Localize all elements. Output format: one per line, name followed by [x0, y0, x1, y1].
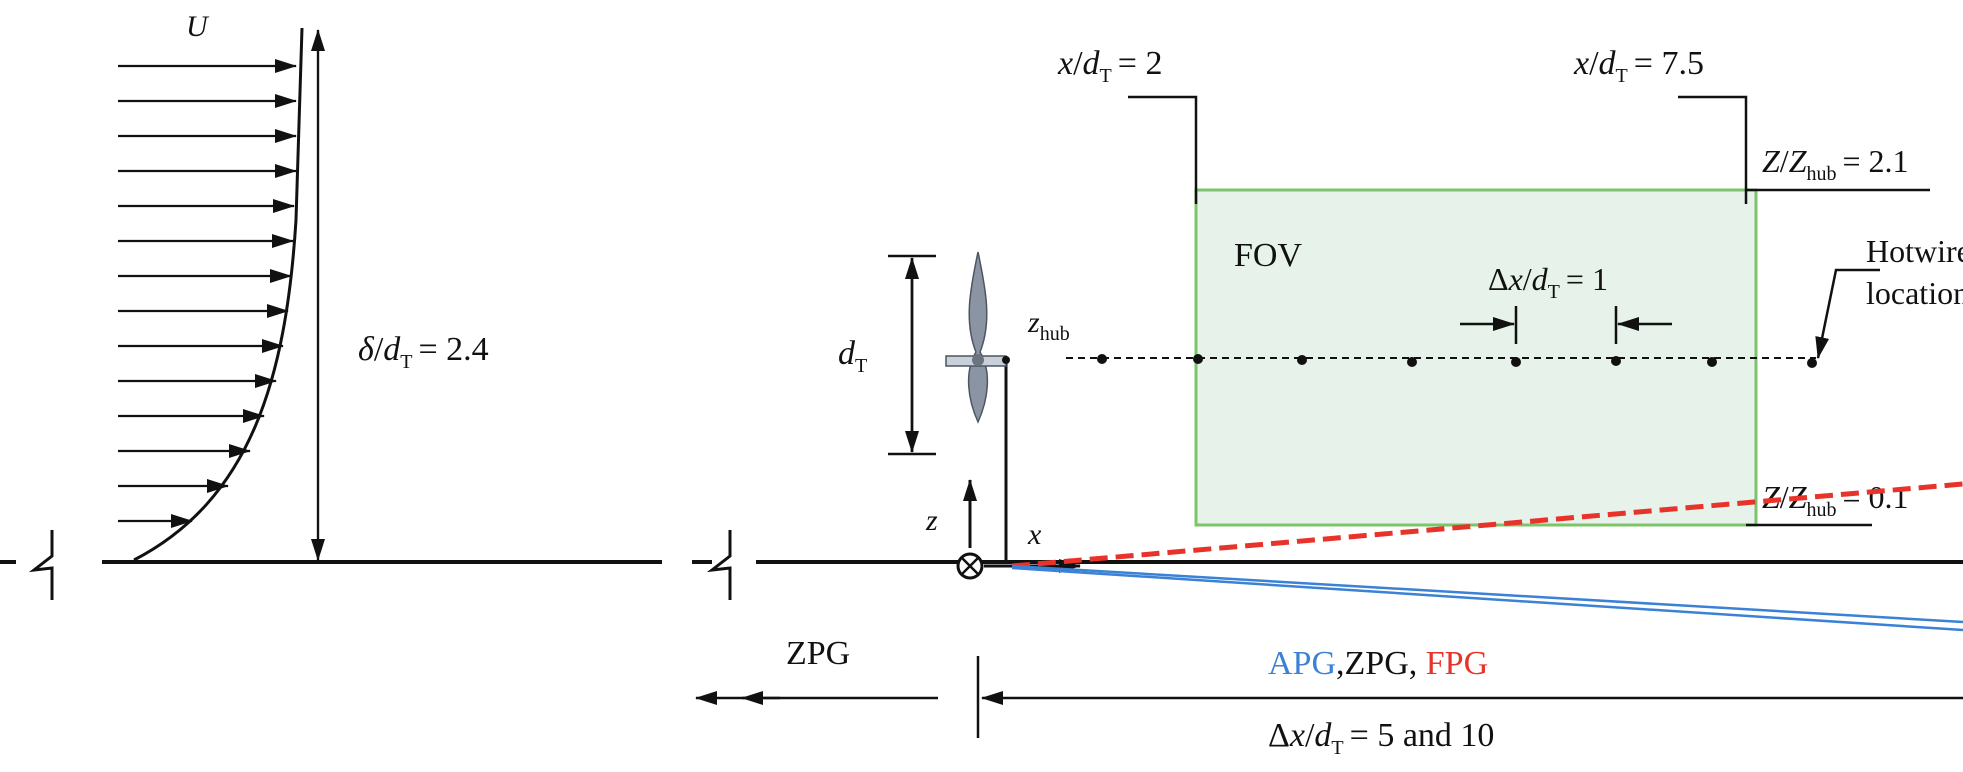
x-axis-label: x	[1027, 518, 1042, 551]
spacing-label: Δx/dT = 1	[1488, 261, 1608, 303]
test-section: FOV x/dT= 2 x/dT= 7.5 Z/Zhub= 2.1 Z/Zhub…	[692, 45, 1963, 759]
turbine	[945, 251, 1010, 562]
break-symbol-left	[28, 530, 54, 600]
fov-label: FOV	[1234, 237, 1302, 274]
freestream-symbol: U	[186, 10, 210, 43]
turbine-rotor	[967, 251, 989, 424]
fov-end-label: x/dT = 7.5	[1573, 45, 1704, 87]
z-axis-label: z	[925, 504, 938, 537]
rotor-diameter-label: dT	[838, 335, 867, 377]
hub-height-label: zhub	[1027, 306, 1070, 345]
fpg-label: FPG	[1426, 645, 1488, 682]
hub-point	[1002, 356, 1010, 364]
domain-length-label: Δx/dT = 5 and 10	[1268, 717, 1494, 759]
profile-curve	[133, 27, 304, 562]
hotwire-label-line1: Hotwire	[1866, 233, 1963, 269]
fov-bottom-label: Z/Zhub= 0.1	[1762, 479, 1909, 521]
fov-start-leader	[1128, 95, 1198, 204]
fpg-floor	[1011, 481, 1963, 569]
fov-end-leader	[1678, 95, 1748, 204]
upstream-region-label: ZPG	[786, 635, 850, 672]
bl-thickness-label: δ/dT = 2.4	[358, 331, 489, 373]
hotwire-points	[1097, 354, 1817, 368]
profile-arrows	[118, 59, 297, 528]
hotwire-label-line2: location	[1866, 275, 1963, 311]
fov-top-label: Z/Zhub = 2.1	[1762, 143, 1909, 185]
hotwire-leader	[1815, 268, 1880, 359]
velocity-profile: U δ/dT = 2.4	[0, 10, 662, 600]
apg-floor-2	[1011, 566, 1963, 632]
turbine-hub	[972, 354, 984, 366]
apg-floor-1	[1011, 564, 1963, 624]
apg-label: APG	[1268, 645, 1336, 682]
fov-start-label: x/dT = 2	[1057, 45, 1162, 87]
downstream-region-label: APG,ZPG, FPG	[1268, 645, 1488, 682]
break-symbol-right	[706, 530, 732, 600]
